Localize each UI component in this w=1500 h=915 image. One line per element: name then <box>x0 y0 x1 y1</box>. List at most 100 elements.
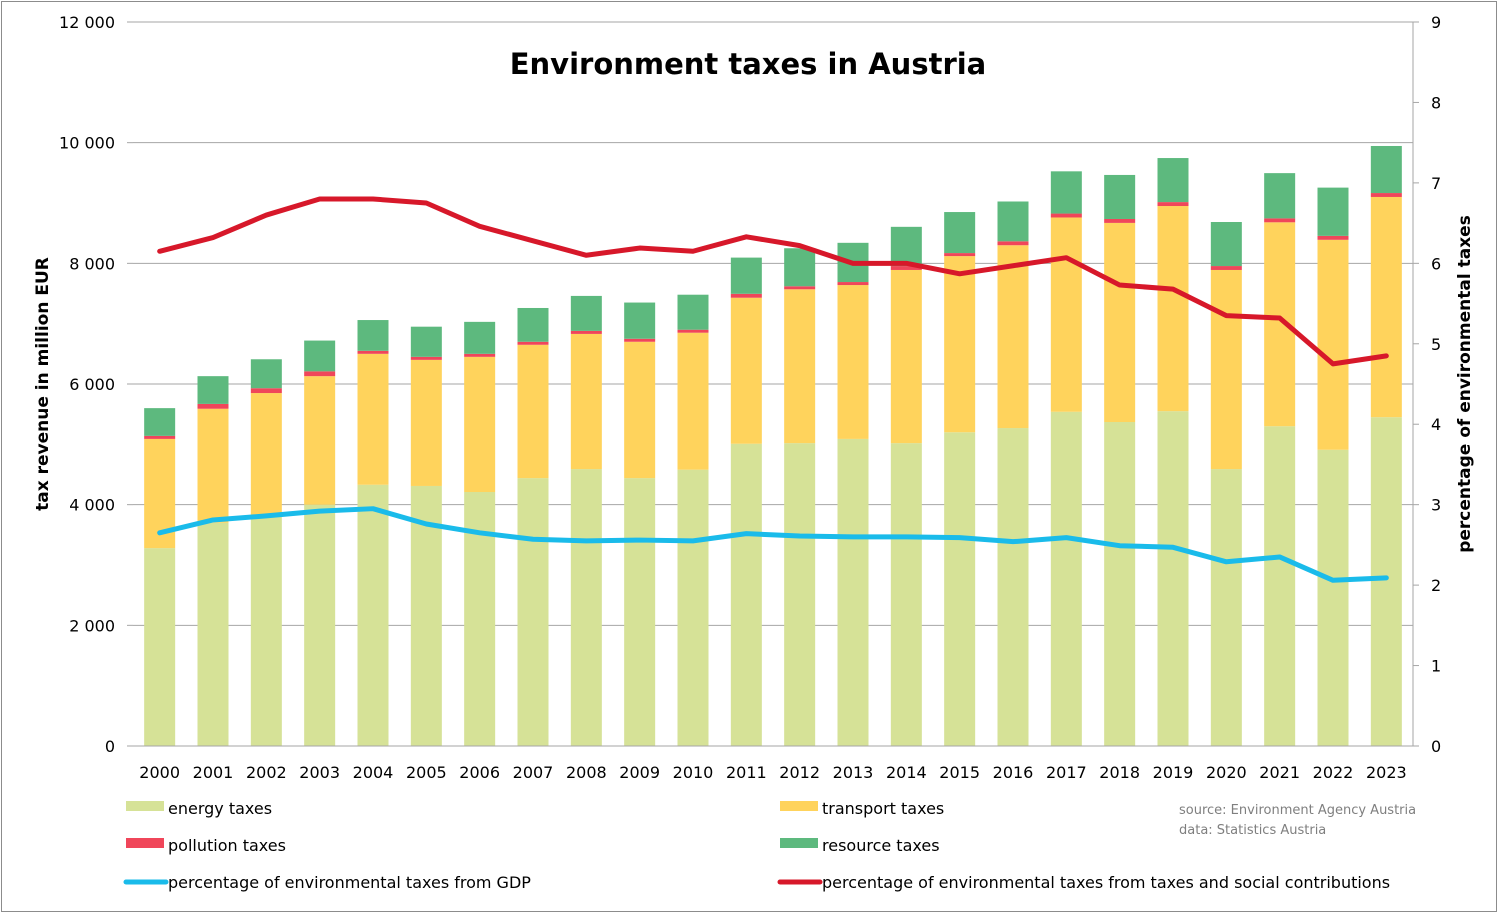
bar-transport-taxes-2010 <box>677 332 709 470</box>
bar-resource-taxes-2022 <box>1317 187 1349 236</box>
x-tick-label: 2014 <box>886 763 927 782</box>
bar-transport-taxes-2023 <box>1370 196 1402 418</box>
y2-tick-label: 8 <box>1431 93 1441 112</box>
bar-resource-taxes-2014 <box>890 226 922 267</box>
bar-transport-taxes-2017 <box>1050 217 1082 412</box>
y2-tick-label: 5 <box>1431 335 1441 354</box>
taxes-percentage-line <box>157 196 1389 367</box>
bar-pollution-taxes-2022 <box>1317 235 1349 240</box>
bar-energy-taxes-2000 <box>144 548 176 746</box>
bar-pollution-taxes-2001 <box>197 403 229 409</box>
bar-transport-taxes-2004 <box>357 353 389 485</box>
legend-label: transport taxes <box>822 799 944 818</box>
y-tick-label: 10 000 <box>59 134 115 153</box>
bar-resource-taxes-2016 <box>997 201 1029 242</box>
x-tick-label: 2007 <box>513 763 554 782</box>
bar-transport-taxes-2014 <box>890 269 922 444</box>
y-tick-label: 12 000 <box>59 13 115 32</box>
bar-energy-taxes-2023 <box>1370 417 1402 746</box>
bar-transport-taxes-2015 <box>944 256 976 433</box>
x-tick-label: 2021 <box>1259 763 1300 782</box>
bar-energy-taxes-2012 <box>784 443 816 746</box>
bar-pollution-taxes-2005 <box>410 356 442 360</box>
bar-resource-taxes-2020 <box>1210 222 1242 267</box>
y2-tick-label: 0 <box>1431 737 1441 756</box>
bar-pollution-taxes-2023 <box>1370 193 1402 197</box>
bar-energy-taxes-2016 <box>997 428 1029 746</box>
x-tick-label: 2018 <box>1099 763 1140 782</box>
bar-energy-taxes-2017 <box>1050 411 1082 746</box>
bar-energy-taxes-2008 <box>570 469 602 746</box>
bar-resource-taxes-2005 <box>410 326 442 357</box>
bar-resource-taxes-2009 <box>624 302 656 339</box>
y2-tick-label: 7 <box>1431 174 1441 193</box>
x-tick-label: 2008 <box>566 763 607 782</box>
legend-label: percentage of environmental taxes from t… <box>822 873 1390 892</box>
bar-pollution-taxes-2019 <box>1157 202 1189 207</box>
bar-pollution-taxes-2003 <box>304 371 336 377</box>
x-tick-label: 2016 <box>993 763 1034 782</box>
legend-swatch <box>780 838 818 848</box>
bar-energy-taxes-2015 <box>944 432 976 746</box>
bar-energy-taxes-2010 <box>677 469 709 746</box>
bar-pollution-taxes-2012 <box>784 286 816 290</box>
x-tick-label: 2020 <box>1206 763 1247 782</box>
bar-pollution-taxes-2009 <box>624 338 656 342</box>
x-tick-label: 2003 <box>299 763 340 782</box>
bar-energy-taxes-2018 <box>1104 422 1136 746</box>
chart-title: Environment taxes in Austria <box>510 47 987 81</box>
bar-resource-taxes-2002 <box>250 359 282 389</box>
y2-tick-label: 4 <box>1431 415 1441 434</box>
gdp-percentage-line <box>157 506 1389 583</box>
bar-transport-taxes-2005 <box>410 359 442 486</box>
x-tick-label: 2015 <box>939 763 980 782</box>
bar-transport-taxes-2001 <box>197 408 229 523</box>
y2-tick-label: 2 <box>1431 576 1441 595</box>
x-tick-label: 2009 <box>619 763 660 782</box>
bar-energy-taxes-2021 <box>1264 426 1296 746</box>
x-tick-label: 2005 <box>406 763 447 782</box>
legend-label: percentage of environmental taxes from G… <box>168 873 531 892</box>
legend-swatch <box>126 838 164 848</box>
bar-resource-taxes-2003 <box>304 340 336 372</box>
x-tick-label: 2019 <box>1153 763 1194 782</box>
bar-energy-taxes-2004 <box>357 484 389 746</box>
bar-resource-taxes-2007 <box>517 307 549 342</box>
bar-pollution-taxes-2006 <box>464 353 496 357</box>
bar-resource-taxes-2019 <box>1157 158 1189 203</box>
y-tick-label: 6 000 <box>69 375 115 394</box>
y2-axis-label: percentage of environmental taxes <box>1455 215 1475 553</box>
bar-resource-taxes-2018 <box>1104 174 1136 219</box>
bar-transport-taxes-2002 <box>250 393 282 517</box>
y2-tick-label: 3 <box>1431 496 1441 515</box>
x-tick-label: 2022 <box>1313 763 1354 782</box>
legend-label: pollution taxes <box>168 836 286 855</box>
bar-energy-taxes-2003 <box>304 504 336 746</box>
bar-transport-taxes-2019 <box>1157 206 1189 412</box>
bar-resource-taxes-2001 <box>197 376 229 404</box>
bar-resource-taxes-2006 <box>464 321 496 354</box>
bar-pollution-taxes-2017 <box>1050 213 1082 218</box>
y2-tick-label: 1 <box>1431 657 1441 676</box>
bar-energy-taxes-2020 <box>1210 469 1242 746</box>
bar-transport-taxes-2018 <box>1104 222 1136 423</box>
data-note: data: Statistics Austria <box>1179 823 1326 838</box>
bar-resource-taxes-2004 <box>357 320 389 351</box>
bar-resource-taxes-2021 <box>1264 173 1296 219</box>
legend-label: resource taxes <box>822 836 940 855</box>
bar-pollution-taxes-2002 <box>250 388 282 394</box>
bar-transport-taxes-2003 <box>304 376 336 505</box>
bar-energy-taxes-2019 <box>1157 411 1189 746</box>
bar-resource-taxes-2023 <box>1370 145 1402 194</box>
x-tick-label: 2013 <box>833 763 874 782</box>
y-tick-label: 8 000 <box>69 254 115 273</box>
bar-transport-taxes-2022 <box>1317 239 1349 450</box>
x-tick-label: 2004 <box>353 763 394 782</box>
bar-energy-taxes-2002 <box>250 516 282 746</box>
bar-pollution-taxes-2011 <box>730 293 762 298</box>
bar-transport-taxes-2020 <box>1210 269 1242 470</box>
x-tick-label: 2017 <box>1046 763 1087 782</box>
y2-tick-label: 9 <box>1431 13 1441 32</box>
